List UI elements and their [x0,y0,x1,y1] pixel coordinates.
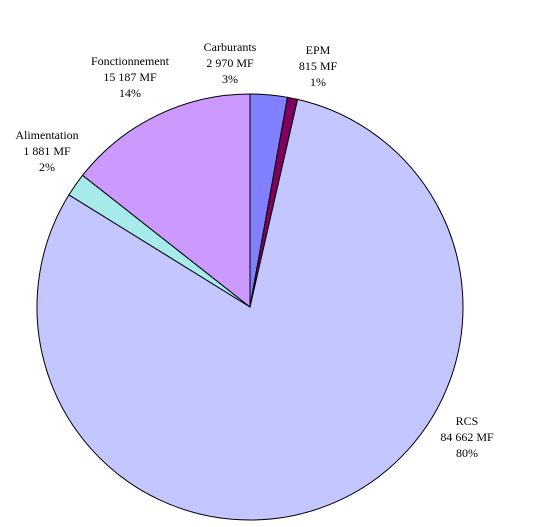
slice-value-epm: 815 MF [299,59,338,73]
slice-name-carburants: Carburants [204,40,257,54]
slice-label-carburants: Carburants 2 970 MF 3% [204,40,257,86]
slice-label-alimentation: Alimentation 1 881 MF 2% [15,128,78,174]
slice-name-epm: EPM [306,43,331,57]
slice-name-rcs: RCS [456,414,479,428]
slice-value-alimentation: 1 881 MF [23,144,71,158]
slice-value-fonctionnement: 15 187 MF [103,70,157,84]
pie-slices [36,93,464,521]
slice-percent-rcs: 80% [456,446,478,460]
slice-label-epm: EPM 815 MF 1% [299,43,338,89]
slice-percent-epm: 1% [310,75,326,89]
slice-labels: Carburants 2 970 MF 3% EPM 815 MF 1% RCS 84 662… [15,40,494,460]
slice-percent-fonctionnement: 14% [119,86,141,100]
pie-slice-rcs [36,98,464,521]
slice-name-alimentation: Alimentation [15,128,78,142]
slice-label-fonctionnement: Fonctionnement 15 187 MF 14% [91,54,170,100]
slice-label-rcs: RCS 84 662 MF 80% [440,414,494,460]
slice-percent-alimentation: 2% [39,160,55,174]
slice-name-fonctionnement: Fonctionnement [91,54,170,68]
slice-value-rcs: 84 662 MF [440,430,494,444]
pie-slice-fonctionnement [81,93,251,309]
slice-value-carburants: 2 970 MF [206,56,254,70]
slice-percent-carburants: 3% [222,72,238,86]
